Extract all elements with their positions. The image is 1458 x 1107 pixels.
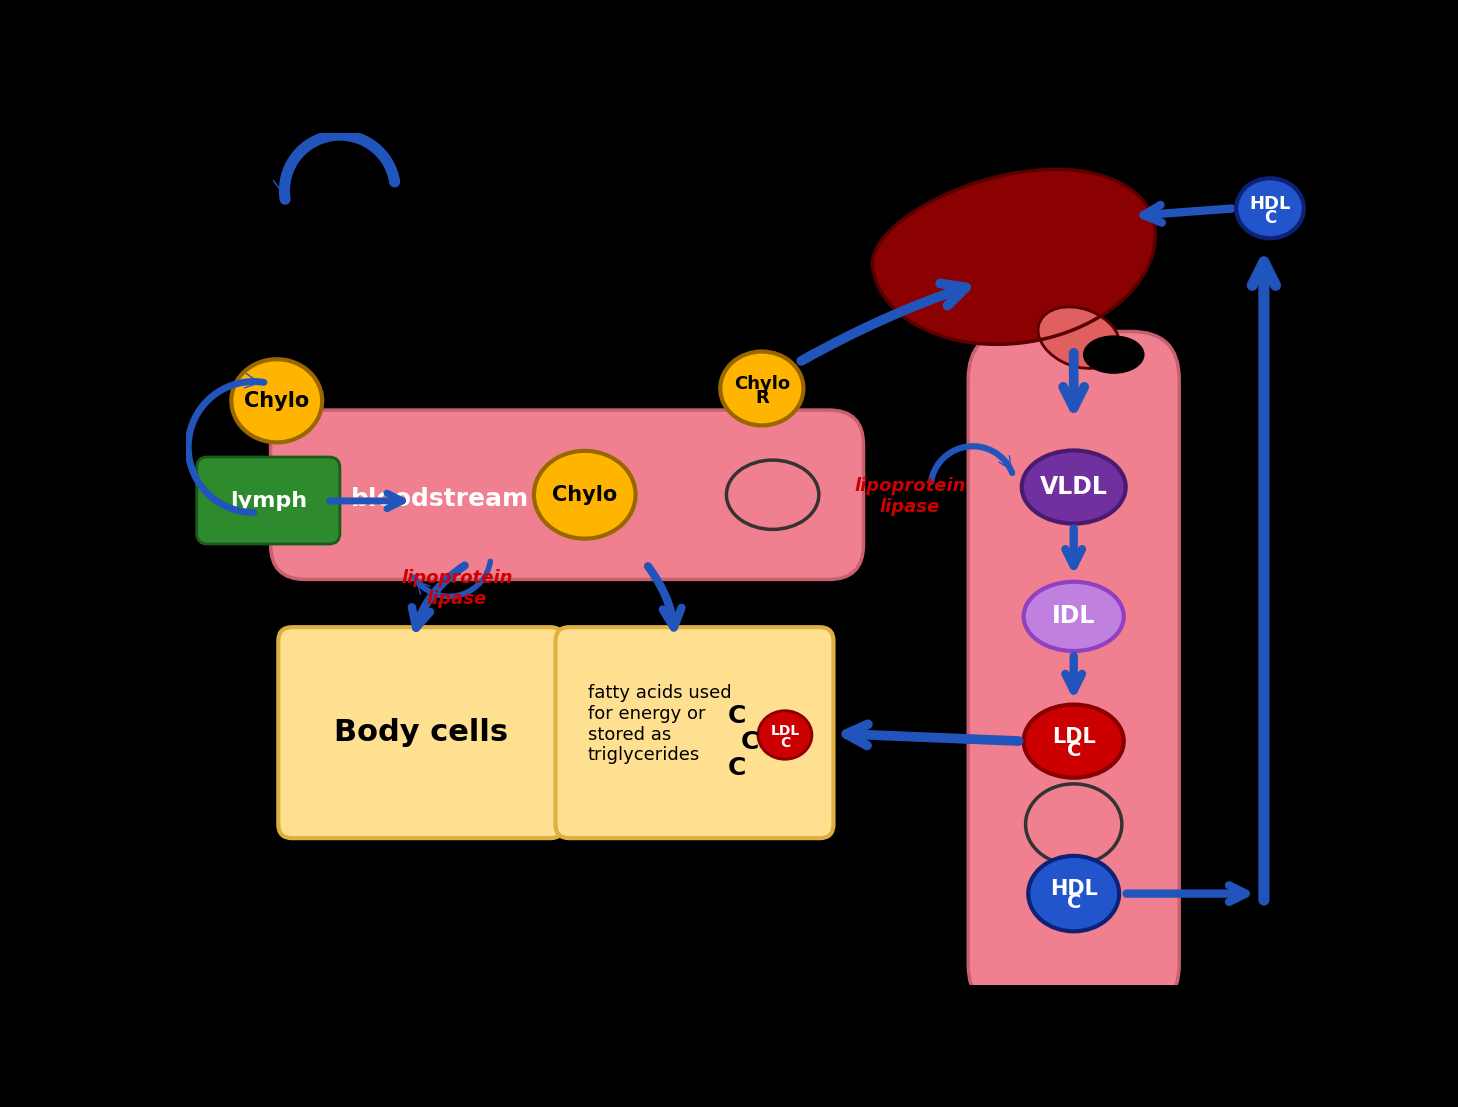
FancyArrowPatch shape (245, 373, 260, 387)
FancyArrowPatch shape (417, 580, 430, 594)
FancyArrowPatch shape (647, 567, 681, 628)
Text: Chylo: Chylo (243, 391, 309, 411)
FancyBboxPatch shape (278, 628, 564, 838)
FancyArrowPatch shape (1127, 886, 1245, 902)
Ellipse shape (1236, 178, 1303, 238)
Ellipse shape (1038, 307, 1120, 369)
FancyBboxPatch shape (555, 628, 834, 838)
Ellipse shape (1028, 856, 1120, 931)
Ellipse shape (232, 359, 322, 443)
Ellipse shape (1024, 704, 1124, 778)
Text: VLDL: VLDL (1040, 475, 1108, 499)
Ellipse shape (758, 711, 812, 759)
Ellipse shape (720, 352, 803, 425)
Text: R: R (755, 389, 768, 406)
FancyArrowPatch shape (1063, 353, 1085, 408)
Ellipse shape (1024, 582, 1124, 651)
FancyBboxPatch shape (968, 331, 1180, 1012)
FancyArrowPatch shape (273, 177, 292, 197)
Text: Chylo: Chylo (553, 485, 617, 505)
FancyArrowPatch shape (999, 456, 1010, 469)
FancyArrowPatch shape (1066, 528, 1082, 566)
Text: LDL: LDL (1051, 726, 1095, 746)
FancyArrowPatch shape (802, 283, 967, 361)
Text: lipoprotein
lipase: lipoprotein lipase (854, 477, 965, 516)
Ellipse shape (1022, 451, 1126, 524)
FancyArrowPatch shape (846, 724, 1019, 745)
Text: C: C (728, 704, 746, 727)
Text: HDL: HDL (1050, 879, 1098, 899)
Text: lymph: lymph (230, 490, 306, 510)
FancyArrowPatch shape (411, 566, 465, 628)
Ellipse shape (726, 461, 819, 529)
Text: C: C (1066, 741, 1080, 759)
Text: Chylo: Chylo (733, 375, 790, 393)
FancyBboxPatch shape (197, 457, 340, 544)
Text: C: C (741, 730, 758, 754)
Polygon shape (872, 169, 1155, 344)
Text: C: C (728, 756, 746, 780)
Text: lipoprotein
lipase: lipoprotein lipase (401, 569, 513, 608)
Text: fatty acids used
for energy or
stored as
triglycerides: fatty acids used for energy or stored as… (588, 684, 732, 765)
FancyArrowPatch shape (330, 493, 402, 509)
Ellipse shape (534, 451, 636, 539)
FancyArrowPatch shape (1066, 656, 1082, 691)
Text: C: C (1264, 208, 1276, 227)
Ellipse shape (1025, 784, 1121, 865)
FancyArrowPatch shape (1252, 262, 1276, 900)
FancyBboxPatch shape (271, 410, 863, 579)
Text: Body cells: Body cells (334, 718, 507, 747)
Text: C: C (780, 736, 790, 751)
Ellipse shape (1083, 335, 1145, 374)
FancyArrowPatch shape (1143, 205, 1232, 223)
Text: IDL: IDL (1053, 604, 1095, 629)
Text: bloodstream: bloodstream (351, 487, 529, 510)
Text: HDL: HDL (1250, 195, 1290, 213)
Text: LDL: LDL (770, 724, 799, 738)
Text: C: C (1066, 893, 1080, 912)
